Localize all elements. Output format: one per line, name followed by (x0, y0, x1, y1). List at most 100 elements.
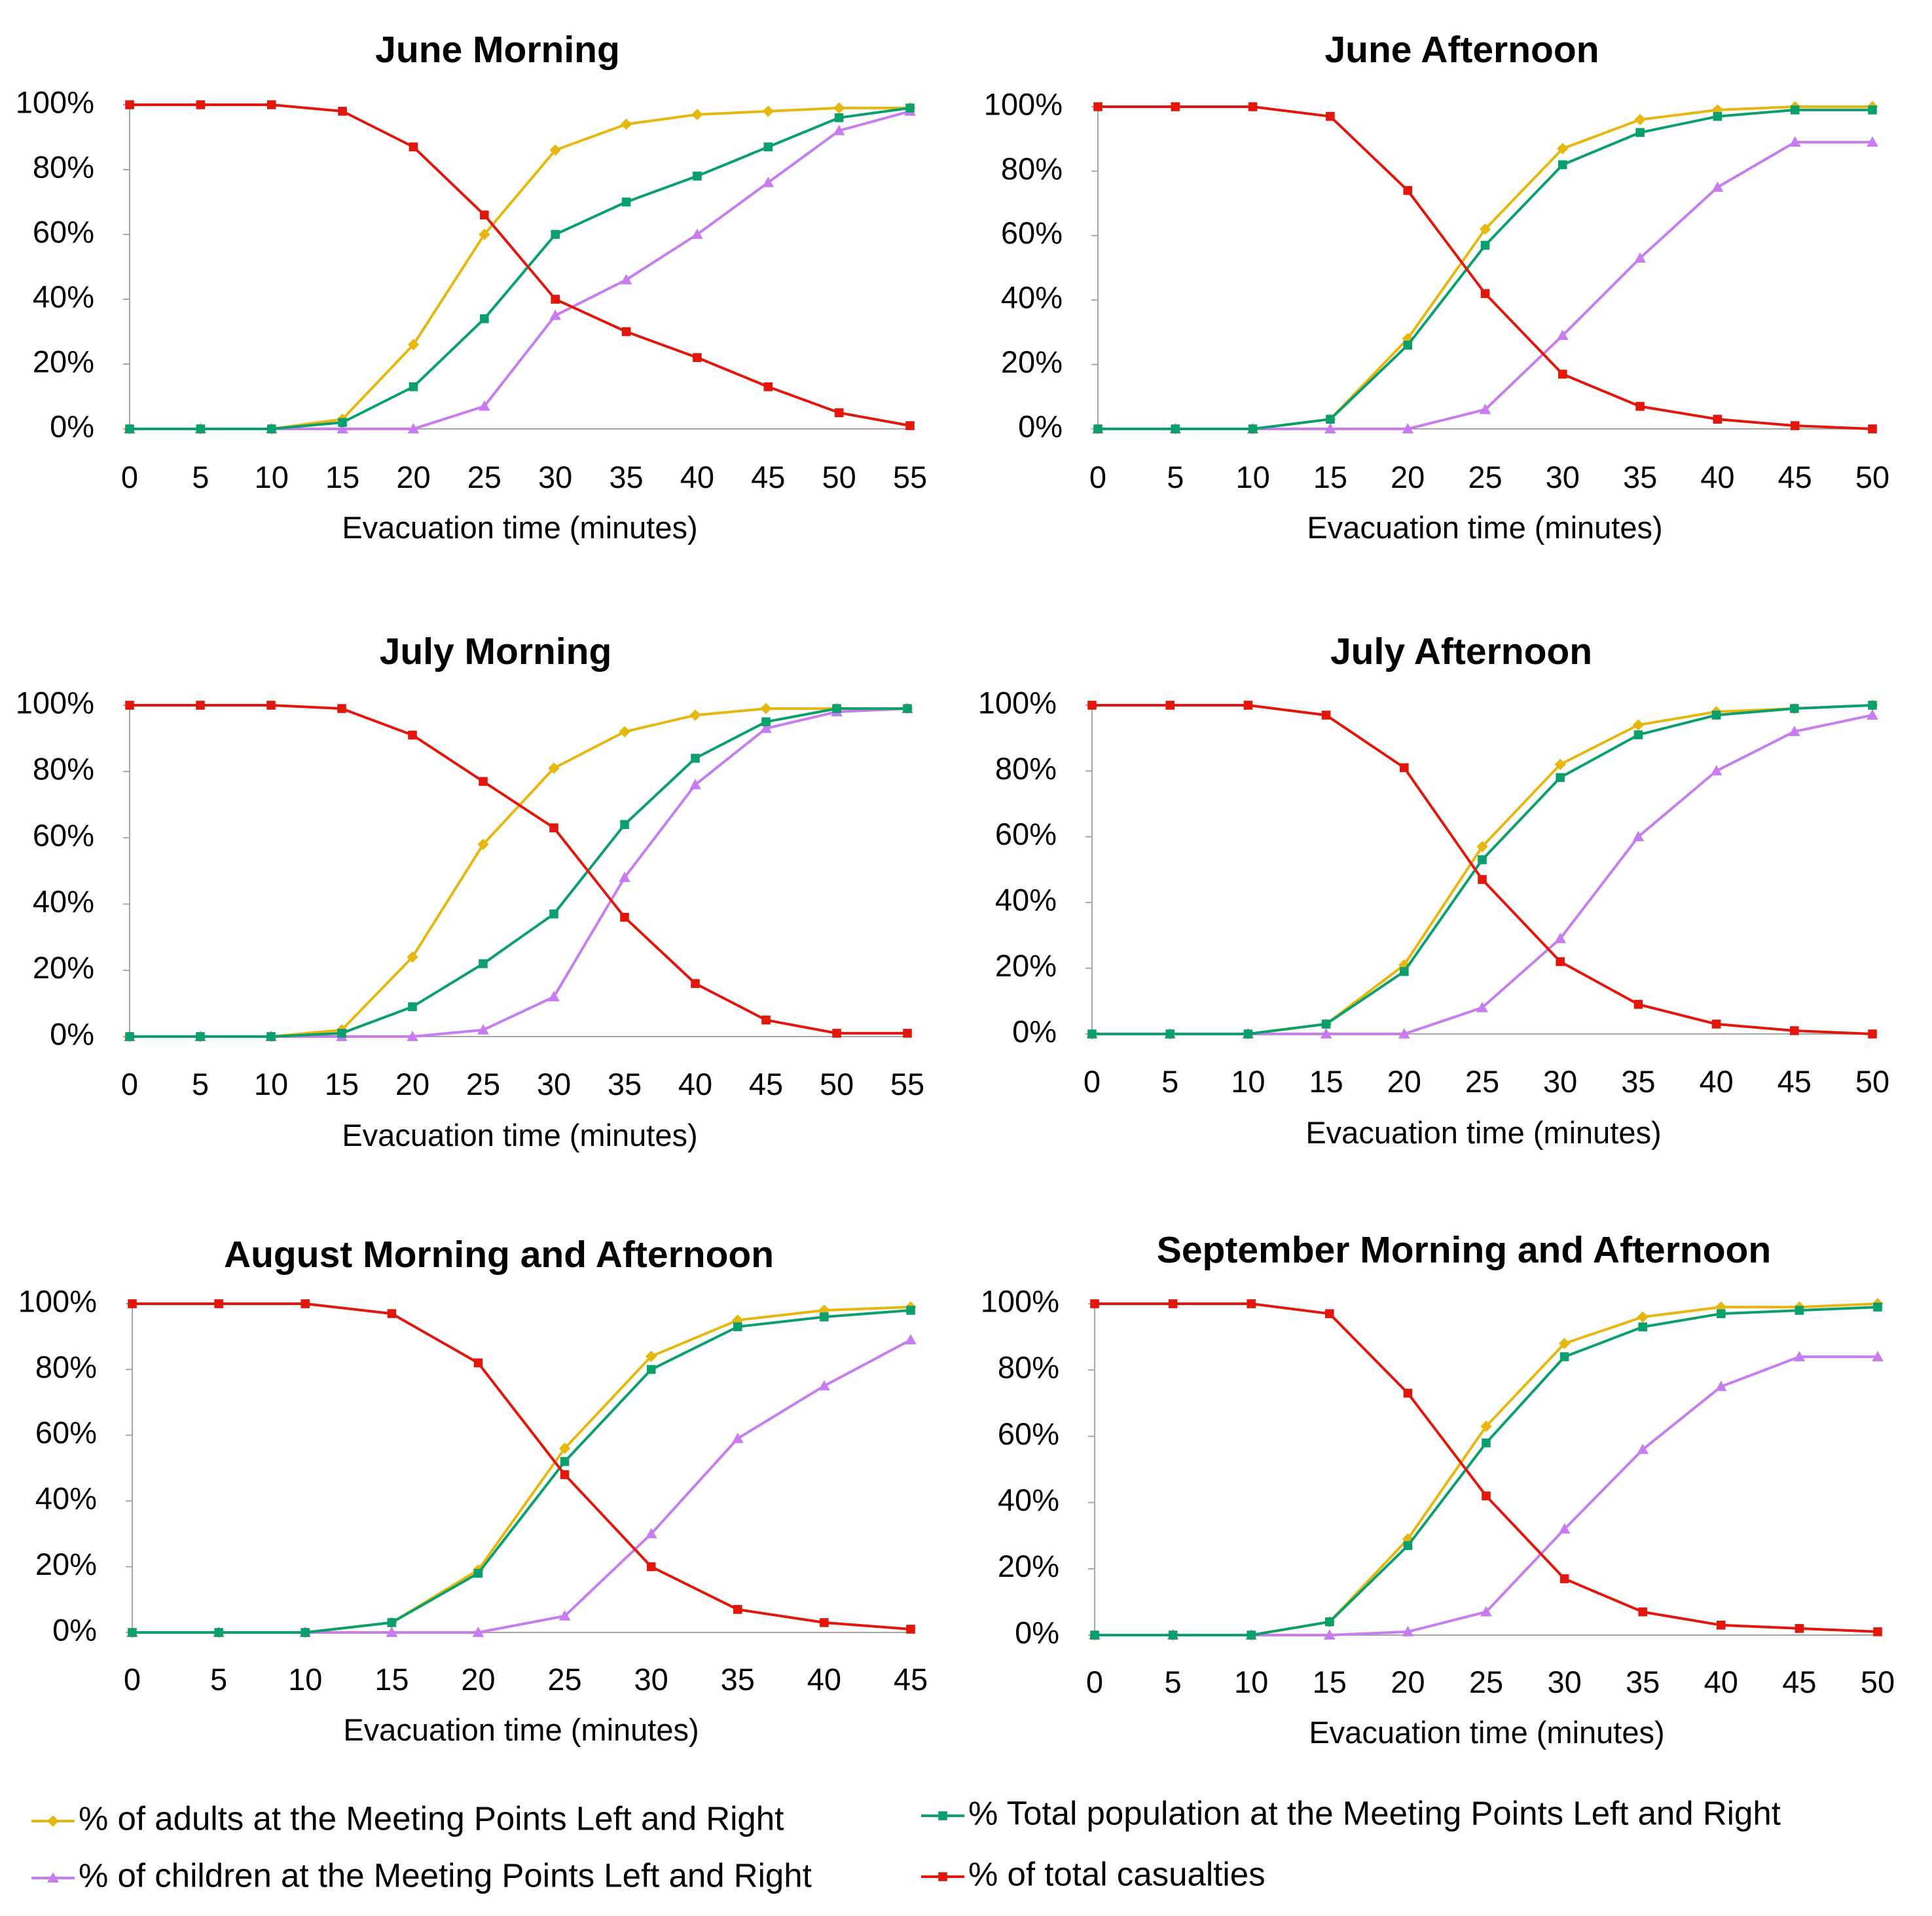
data-point-total-population (1400, 967, 1409, 976)
y-tick-label: 80% (1001, 151, 1063, 186)
data-point-total-population (834, 113, 844, 122)
series-total-population (1090, 1302, 1882, 1640)
data-point-casualties (1873, 1627, 1882, 1636)
series-line-children (130, 707, 908, 1038)
series-line-children (1092, 714, 1873, 1035)
y-tick-label: 20% (998, 1549, 1059, 1583)
data-point-casualties (1171, 102, 1180, 111)
x-tick-label: 40 (680, 460, 714, 494)
data-point-children (1556, 329, 1569, 341)
data-point-total-population (1868, 105, 1877, 115)
series-line-casualties (130, 704, 907, 1035)
x-tick-label: 5 (192, 460, 209, 494)
data-point-casualties (906, 1625, 915, 1634)
data-point-total-population (480, 314, 489, 323)
data-point-total-population (266, 1032, 276, 1041)
data-point-total-population (1403, 1541, 1413, 1551)
x-tick-label: 55 (893, 460, 927, 494)
x-tick-label: 20 (1391, 460, 1425, 494)
data-point-casualties (1403, 1388, 1413, 1398)
data-point-total-population (820, 1312, 829, 1321)
data-point-total-population (1868, 701, 1877, 710)
y-tick-label: 80% (33, 752, 94, 786)
data-point-casualties (1478, 875, 1487, 884)
y-tick-label: 20% (33, 950, 94, 985)
data-point-total-population (693, 172, 702, 181)
data-point-total-population (214, 1628, 223, 1637)
data-point-casualties (1325, 1309, 1334, 1318)
data-point-children (1637, 1443, 1649, 1454)
x-tick-label: 55 (890, 1067, 924, 1101)
x-tick-label: 10 (1234, 1665, 1268, 1699)
x-tick-label: 35 (1621, 1064, 1655, 1099)
data-point-children (762, 176, 775, 187)
data-point-casualties (1248, 102, 1258, 111)
data-point-adults (691, 109, 703, 120)
data-point-adults (1480, 1420, 1492, 1432)
y-tick-label: 60% (1001, 215, 1063, 250)
data-point-total-population (1087, 1029, 1097, 1039)
data-point-casualties (1480, 289, 1490, 299)
data-point-total-population (1478, 855, 1487, 864)
series-adults (1089, 1298, 1884, 1641)
data-point-total-population (549, 909, 558, 919)
data-point-casualties (196, 701, 205, 710)
data-point-casualties (1400, 763, 1409, 773)
data-point-total-population (1558, 160, 1567, 170)
data-point-adults (1554, 758, 1566, 771)
x-tick-label: 45 (751, 460, 785, 494)
y-tick-label: 60% (35, 1415, 97, 1450)
data-point-total-population (1635, 128, 1645, 138)
x-tick-label: 25 (466, 1067, 500, 1101)
series-children (124, 105, 916, 433)
data-point-casualties (905, 421, 915, 430)
x-tick-label: 50 (1855, 1064, 1889, 1099)
chart-august-morning-and-afternoon: August Morning and Afternoon 0% 20% 40% 60% 8… (18, 1234, 928, 1747)
data-point-casualties (646, 1562, 656, 1572)
y-tick-label: 40% (33, 884, 94, 919)
data-point-casualties (1711, 1020, 1721, 1029)
x-tick-label: 15 (325, 460, 359, 494)
data-point-total-population (125, 424, 134, 433)
data-point-total-population (906, 1306, 915, 1315)
y-tick-label: 60% (33, 818, 94, 853)
series-line-total-population (1092, 704, 1873, 1035)
y-tick-label: 100% (984, 86, 1063, 121)
x-tick-label: 0 (124, 1662, 141, 1697)
data-point-total-population (1790, 704, 1799, 713)
data-point-children (818, 1380, 830, 1391)
data-point-casualties (1638, 1607, 1647, 1617)
data-point-children (1402, 422, 1414, 433)
data-point-casualties (1868, 424, 1877, 433)
x-tick-label: 0 (1086, 1665, 1103, 1699)
series-line-adults (1095, 1302, 1878, 1636)
data-point-total-population (196, 1032, 205, 1041)
data-point-children (905, 1334, 917, 1345)
y-tick-label: 60% (995, 817, 1057, 851)
x-tick-label: 15 (1313, 1665, 1347, 1699)
legend-label: % of children at the Meeting Points Left… (79, 1856, 812, 1894)
y-tick-label: 0% (1018, 409, 1063, 443)
legend-marker (47, 1871, 59, 1883)
x-tick-label: 50 (822, 460, 856, 494)
data-point-children (1793, 1350, 1806, 1361)
series-total-population (1087, 701, 1877, 1039)
legend-item-adults: % of adults at the Meeting Points Left a… (31, 1799, 784, 1837)
x-tick-label: 20 (1391, 1665, 1425, 1699)
x-tick-label: 40 (807, 1662, 841, 1697)
data-point-casualties (1717, 1621, 1726, 1630)
data-point-casualties (1868, 1029, 1877, 1039)
x-tick-label: 5 (1161, 1064, 1178, 1099)
data-point-casualties (1093, 102, 1103, 111)
data-point-casualties (1403, 186, 1412, 195)
data-point-casualties (1321, 710, 1331, 720)
x-tick-label: 20 (396, 460, 430, 494)
data-point-children (691, 228, 703, 239)
x-tick-label: 15 (374, 1662, 409, 1697)
data-point-total-population (1480, 240, 1490, 250)
series-line-adults (1092, 704, 1873, 1035)
data-point-total-population (1326, 415, 1335, 424)
data-point-children (833, 124, 845, 136)
y-tick-label: 0% (50, 409, 94, 443)
data-point-casualties (125, 100, 134, 109)
